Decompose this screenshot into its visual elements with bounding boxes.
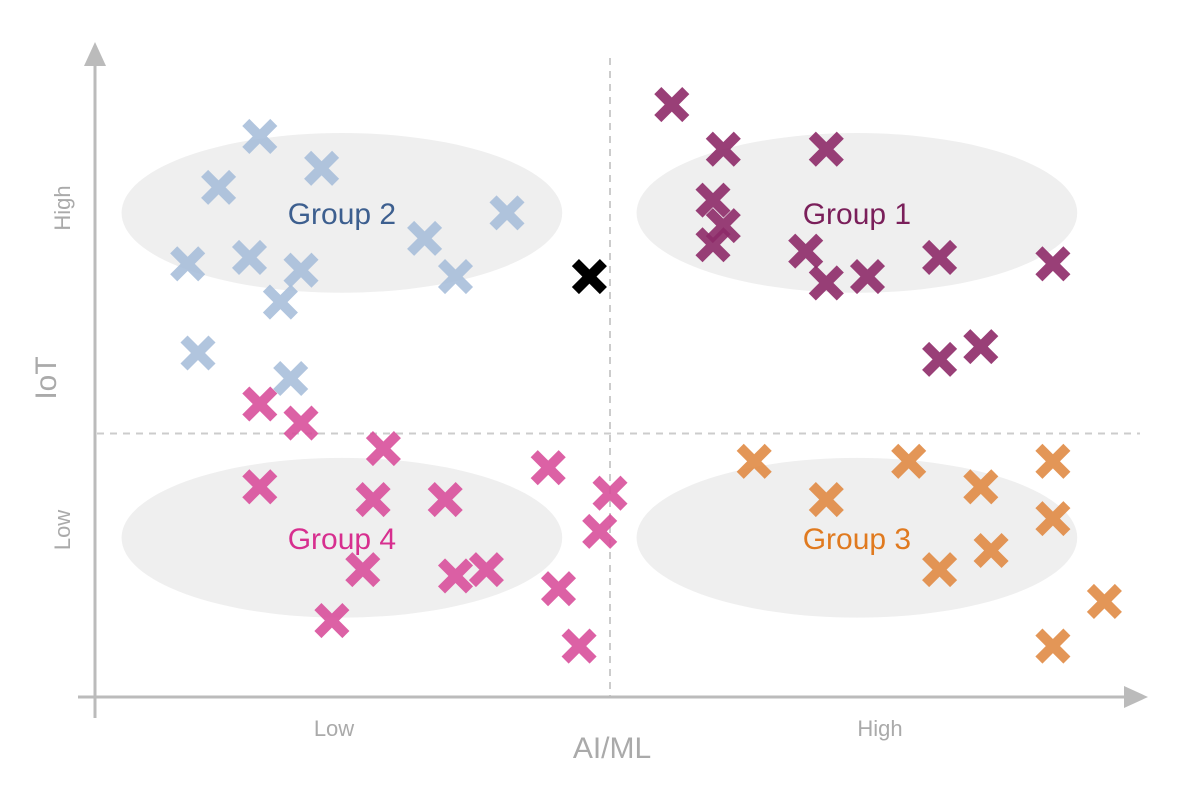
data-point-1-10 [180,335,216,371]
data-point-3-5 [1035,501,1071,537]
data-point-0-2 [808,131,844,167]
data-markers [170,87,1122,664]
data-point-0-1 [705,131,741,167]
data-point-3-9 [1035,628,1071,664]
data-point-3-8 [1086,583,1122,619]
data-point-1-4 [407,220,443,256]
data-point-3-0 [736,443,772,479]
data-point-4-10 [437,558,474,594]
data-point-1-3 [489,195,525,231]
data-point-4-3 [530,450,566,486]
x-axis-title: AI/ML [573,732,651,765]
data-point-0-10 [1035,246,1071,282]
group-label-4: Group 4 [288,523,396,556]
data-point-4-7 [592,475,628,511]
y-axis-title: IoT [30,356,63,399]
data-point-4-11 [468,552,504,588]
data-point-0-7 [808,265,844,301]
y-axis-arrow [84,42,106,66]
y-tick-low: Low [50,510,75,550]
data-point-4-12 [540,571,577,607]
x-axis-arrow [1124,686,1148,708]
x-tick-low: Low [314,716,354,741]
group-label-2: Group 2 [288,198,396,231]
data-point-3-3 [808,481,844,518]
data-point-4-5 [355,481,391,518]
data-point-3-6 [973,532,1009,569]
data-point-1-9 [262,284,298,320]
data-point-1-5 [231,239,268,276]
data-point-4-9 [345,552,381,588]
group-ellipse-1 [636,133,1078,293]
y-tick-high: High [50,185,75,230]
data-point-4-4 [242,469,278,505]
data-point-0-9 [922,239,958,276]
data-point-1-1 [304,150,340,186]
data-point-0-6 [788,233,824,269]
data-point-1-8 [437,259,474,295]
data-point-0-12 [963,329,999,365]
x-tick-high: High [857,716,902,741]
data-point-4-8 [582,513,618,549]
data-point-4-1 [283,405,319,441]
data-point-4-14 [561,628,597,664]
data-point-0-5 [695,227,731,263]
data-point-3-7 [922,552,958,588]
data-point-1-0 [242,118,278,154]
data-point-0-3 [695,182,731,218]
data-point-0-11 [922,341,958,377]
data-point-1-2 [201,169,237,205]
data-point-2-0 [571,259,607,295]
group-labels: Group 1 Group 2 Group 3 Group 4 [288,198,911,556]
data-point-4-2 [365,431,401,467]
data-point-3-4 [963,469,999,505]
data-point-1-7 [283,252,319,288]
data-point-4-13 [314,603,350,639]
data-point-4-0 [242,386,278,422]
group-label-3: Group 3 [803,523,911,556]
data-point-0-4 [705,208,741,244]
data-point-0-0 [654,87,690,123]
data-point-1-6 [170,246,206,282]
group-ellipses [121,133,1078,618]
data-point-3-2 [1035,443,1071,479]
data-point-3-1 [891,443,927,479]
group-label-1: Group 1 [803,198,911,231]
data-point-4-6 [427,481,463,518]
data-point-0-8 [849,259,886,295]
data-point-1-11 [273,360,309,397]
